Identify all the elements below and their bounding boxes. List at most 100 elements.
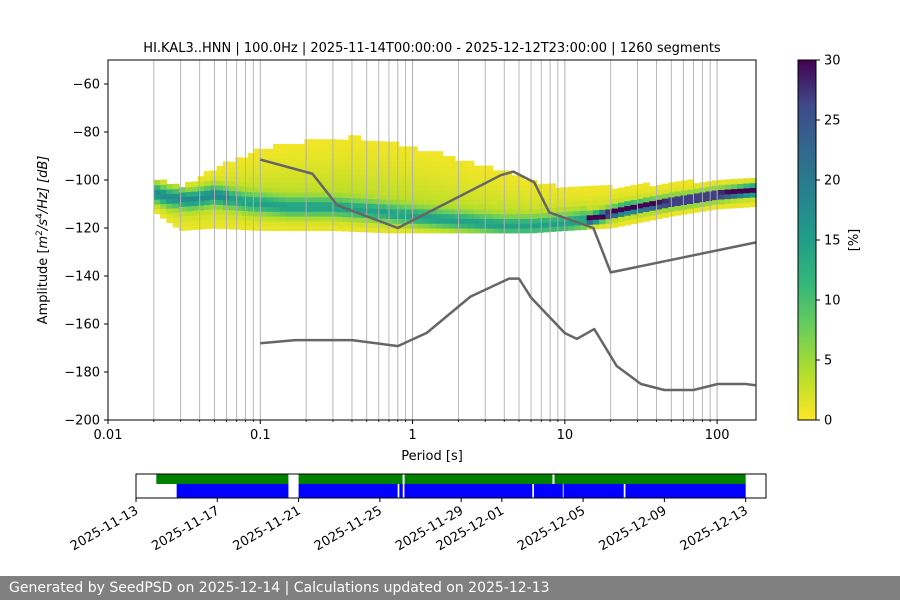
density-cell: [436, 151, 443, 157]
density-cell: [542, 198, 550, 204]
density-cell: [467, 223, 475, 229]
density-cell: [367, 160, 374, 166]
density-cell: [404, 175, 412, 181]
density-cell: [618, 197, 625, 203]
density-cell: [467, 213, 475, 219]
density-cell: [310, 153, 318, 159]
density-cell: [461, 223, 469, 229]
density-cell: [530, 227, 538, 234]
density-cell: [404, 213, 412, 219]
density-cell: [429, 156, 437, 162]
density-cell: [335, 206, 343, 213]
density-cell: [580, 224, 588, 231]
density-cell: [649, 210, 657, 216]
density-cell: [417, 151, 425, 157]
density-cell: [574, 210, 581, 216]
density-cell: [279, 192, 287, 198]
density-cell: [467, 194, 475, 200]
density-cell: [530, 223, 538, 229]
density-cell: [273, 211, 280, 217]
density-cell: [216, 165, 224, 172]
density-cell: [398, 208, 406, 215]
density-cell: [555, 192, 563, 198]
density-cell: [486, 204, 494, 210]
noise-model-high-line: [259, 158, 757, 274]
density-cell: [247, 205, 255, 212]
density-cell: [536, 203, 544, 209]
density-cell: [737, 188, 745, 194]
density-cell: [724, 203, 732, 209]
density-cell: [247, 186, 255, 193]
density-cell: [530, 213, 538, 219]
density-cell: [360, 188, 368, 194]
density-cell: [229, 161, 236, 168]
colorbar-tick-label: 20: [824, 174, 841, 189]
density-cell: [266, 225, 274, 231]
density-cell: [567, 186, 575, 193]
density-cell: [323, 196, 331, 203]
density-cell: [360, 207, 368, 214]
density-cell: [335, 192, 343, 198]
density-cell: [517, 213, 525, 219]
density-cell: [279, 182, 287, 188]
density-cell: [523, 208, 531, 215]
density-cell: [404, 160, 412, 167]
density-cell: [266, 216, 274, 222]
density-cell: [273, 163, 280, 169]
density-cell: [661, 212, 669, 218]
timeline-blue-segment: [533, 484, 563, 498]
density-cell: [498, 228, 506, 234]
density-cell: [580, 186, 588, 192]
density-cell: [367, 164, 374, 171]
density-cell: [197, 224, 205, 230]
density-cell: [247, 172, 255, 178]
density-cell: [229, 190, 236, 196]
density-cell: [486, 194, 494, 200]
density-cell: [624, 191, 632, 197]
density-cell: [335, 177, 343, 184]
density-cell: [316, 187, 324, 193]
y-tick-label: −120: [64, 222, 100, 237]
density-cell: [354, 159, 362, 165]
density-cell: [373, 165, 381, 171]
density-cell: [511, 199, 519, 205]
density-cell: [354, 226, 362, 233]
density-cell: [423, 208, 431, 215]
density-cell: [247, 162, 255, 169]
density-cell: [404, 184, 412, 191]
density-cell: [342, 173, 349, 179]
density-cell: [229, 214, 236, 220]
density-cell: [254, 163, 262, 169]
density-cell: [197, 200, 205, 206]
density-cell: [191, 186, 199, 192]
timeline-gap: [402, 474, 405, 484]
density-cell: [730, 198, 738, 204]
density-cell: [523, 223, 531, 229]
density-cell: [204, 214, 211, 220]
density-cell: [216, 218, 224, 225]
density-cell: [254, 187, 262, 193]
density-cell: [247, 181, 255, 188]
density-cell: [467, 180, 475, 186]
density-cell: [511, 208, 519, 215]
density-cell: [392, 170, 400, 176]
density-cell: [674, 181, 682, 187]
density-cell: [423, 199, 431, 205]
density-cell: [166, 208, 174, 214]
density-cell: [342, 168, 349, 174]
density-cell: [172, 202, 180, 209]
density-cell: [323, 158, 331, 164]
density-cell: [291, 163, 299, 169]
density-cell: [291, 148, 299, 155]
density-cell: [260, 153, 268, 159]
density-cell: [291, 187, 299, 193]
density-cell: [549, 207, 556, 213]
density-cell: [285, 153, 293, 159]
density-cell: [448, 194, 456, 200]
density-cell: [574, 205, 581, 212]
density-cell: [335, 216, 343, 222]
density-cell: [737, 183, 745, 189]
density-cell: [178, 215, 186, 222]
density-cell: [172, 217, 180, 223]
density-cell: [417, 156, 425, 162]
